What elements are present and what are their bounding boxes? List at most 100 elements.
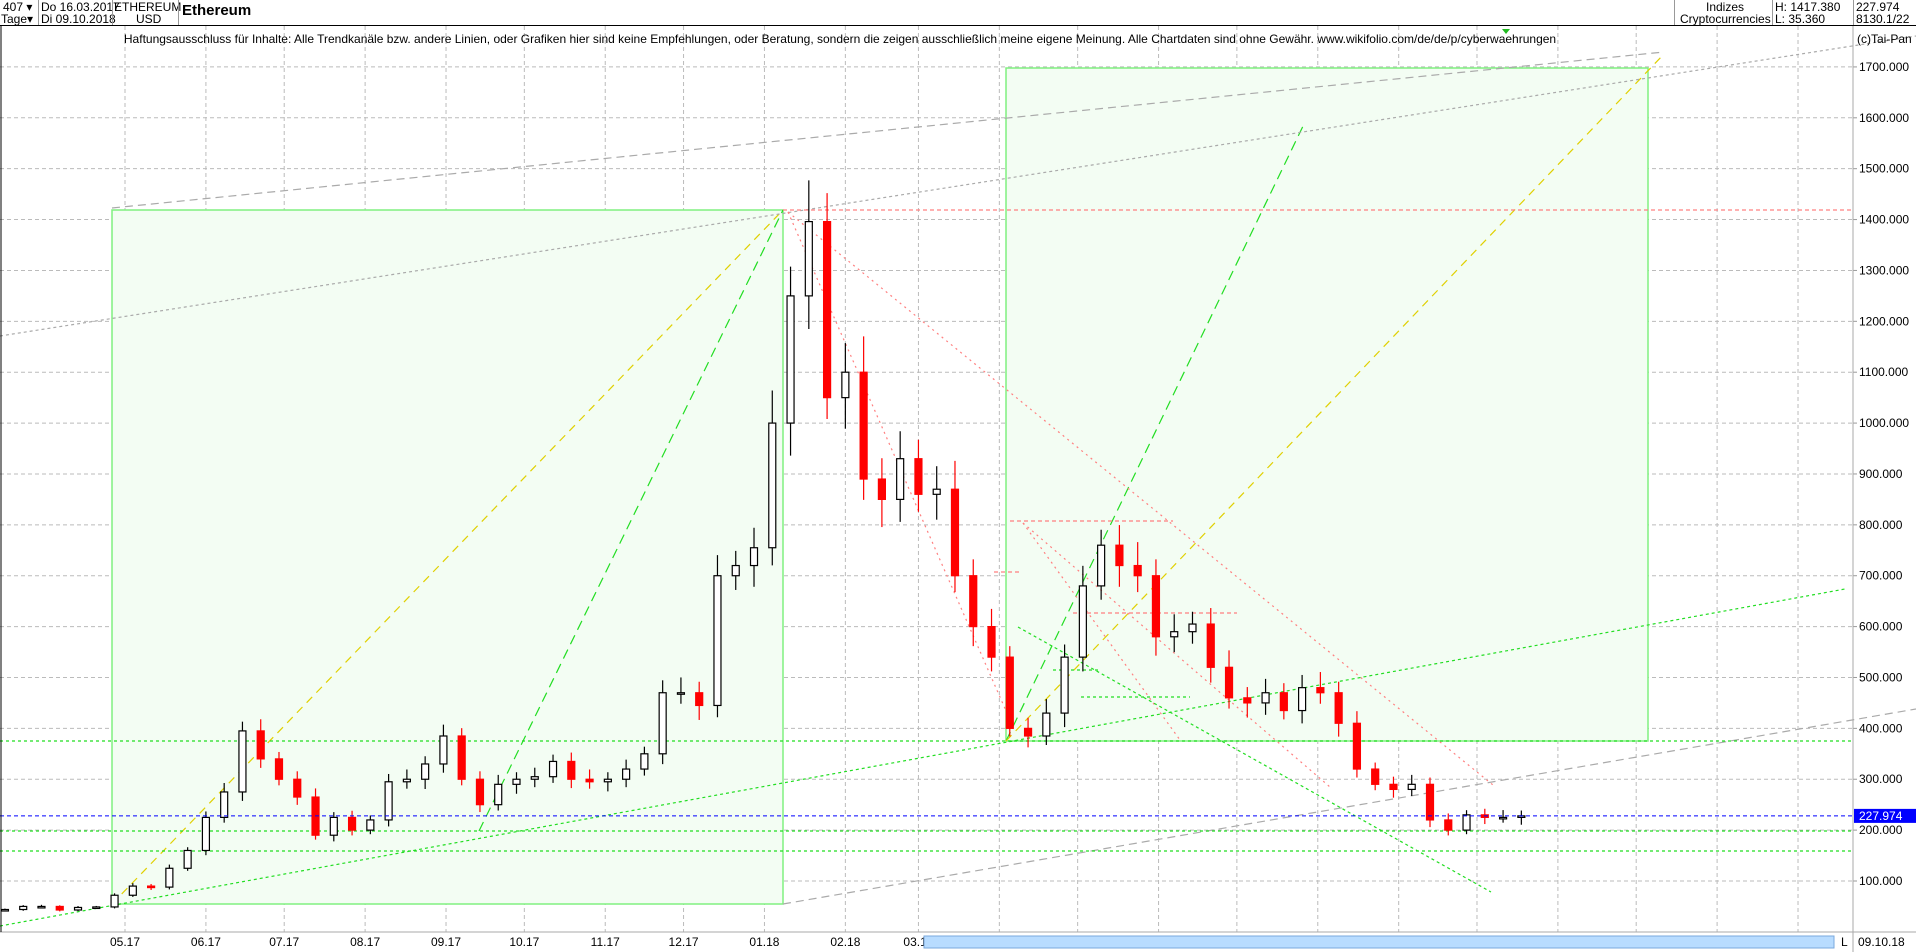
candle-body <box>147 885 156 889</box>
y-tick-label: 1200.000 <box>1859 314 1909 328</box>
x-tick-label: 08.17 <box>350 935 380 949</box>
gann-box-2 <box>1005 67 1649 742</box>
symbol: ETHEREUM <box>114 0 182 14</box>
candles <box>0 180 1526 912</box>
x-tick-label: 12.17 <box>669 935 699 949</box>
candle-body <box>768 422 777 549</box>
y-tick-label: 1100.000 <box>1859 365 1908 379</box>
candle <box>1206 608 1215 683</box>
candle <box>55 905 64 912</box>
candle-body <box>439 735 448 765</box>
candle <box>749 527 759 587</box>
candle <box>987 608 996 672</box>
candle-body <box>1462 814 1471 831</box>
candle <box>1407 774 1416 796</box>
candle-body <box>1298 687 1307 712</box>
candle <box>1224 650 1234 709</box>
candle-body <box>676 692 686 695</box>
candle <box>165 864 174 890</box>
candle <box>201 811 211 856</box>
candle <box>1261 678 1270 715</box>
candle-body <box>1425 783 1435 821</box>
green-fan-line <box>1005 121 1306 742</box>
candle-body <box>238 730 247 793</box>
candle <box>859 336 868 500</box>
candle <box>1279 683 1288 720</box>
candle-body <box>220 791 229 819</box>
period-dropdown[interactable]: Tage▾ <box>1 12 34 26</box>
candle-body <box>969 575 978 628</box>
start-date[interactable]: Do 16.03.2017 <box>41 0 120 14</box>
y-tick-label: 800.000 <box>1859 518 1903 532</box>
candle-body <box>37 905 46 909</box>
x-tick-label: 10.17 <box>509 935 539 949</box>
end-date[interactable]: Di 09.10.2018 <box>41 12 116 26</box>
candle-body <box>1005 656 1014 729</box>
candle-body <box>822 220 832 399</box>
candle <box>585 769 594 789</box>
y-tick-label: 200.000 <box>1859 823 1903 837</box>
category-crypto: Cryptocurrencies <box>1680 12 1771 26</box>
candle-body <box>932 488 941 495</box>
candle <box>1480 808 1489 825</box>
grey-trend-line <box>0 35 1916 337</box>
candle <box>640 746 649 776</box>
candle <box>731 550 740 590</box>
candle-body <box>1224 666 1234 699</box>
candle <box>676 677 686 704</box>
candle-body <box>73 906 83 911</box>
candle <box>1352 711 1362 778</box>
candle-body <box>1115 544 1124 567</box>
last-value: 227.974 <box>1856 0 1900 14</box>
x-tick-label: 07.17 <box>269 935 299 949</box>
candle-body <box>1243 697 1252 704</box>
candle <box>110 893 119 909</box>
disclaimer-text: Haftungsausschluss für Inhalte: Alle Tre… <box>123 32 1557 46</box>
scrollbar-thumb[interactable] <box>923 935 1835 949</box>
green-fan-line <box>478 209 784 832</box>
last-date-label: 09.10.18 <box>1858 935 1905 949</box>
red-trend-line <box>1022 522 1181 741</box>
candle-body <box>567 760 576 780</box>
candle <box>1023 717 1033 748</box>
candle <box>329 812 338 842</box>
scroll-mode-label[interactable]: L <box>1841 935 1848 949</box>
candle-body <box>494 783 503 806</box>
candle <box>768 390 777 566</box>
candle <box>457 728 466 786</box>
y-tick-label: 1700.000 <box>1859 60 1909 74</box>
info-value: 8130.1/22 <box>1856 12 1910 26</box>
bars-count-dropdown[interactable]: 407 ▾ <box>3 0 33 14</box>
candle <box>439 724 448 773</box>
candle <box>786 266 795 456</box>
candle <box>1170 614 1179 653</box>
yellow-fan-line <box>1005 53 1665 742</box>
marker-triangle-icon <box>1502 29 1510 34</box>
candle <box>1243 687 1252 718</box>
candle <box>92 905 101 910</box>
candle <box>1316 672 1325 704</box>
candle-body <box>1498 816 1508 820</box>
y-tick-label: 500.000 <box>1859 670 1903 684</box>
candle-body <box>347 816 357 831</box>
candle-body <box>1371 768 1380 785</box>
x-tick-label: 05.17 <box>110 935 140 949</box>
y-tick-label: 700.000 <box>1859 569 1903 583</box>
green-trend-line <box>1017 626 1492 893</box>
y-tick-label: 1500.000 <box>1859 162 1909 176</box>
candle-body <box>1206 623 1215 668</box>
candle <box>494 774 503 811</box>
y-tick-label: 100.000 <box>1859 874 1903 888</box>
candle <box>1115 525 1124 587</box>
candle-body <box>1151 575 1161 638</box>
candle-body <box>1133 564 1142 577</box>
candle-body <box>1170 631 1179 638</box>
candle <box>914 439 923 512</box>
candle <box>530 767 539 788</box>
candle <box>128 883 137 897</box>
candle-body <box>201 816 211 852</box>
candle-body <box>841 371 850 399</box>
candle <box>969 559 978 647</box>
chart-header: 407 ▾ Tage▾ Do 16.03.2017 Di 09.10.2018 … <box>0 0 1916 26</box>
